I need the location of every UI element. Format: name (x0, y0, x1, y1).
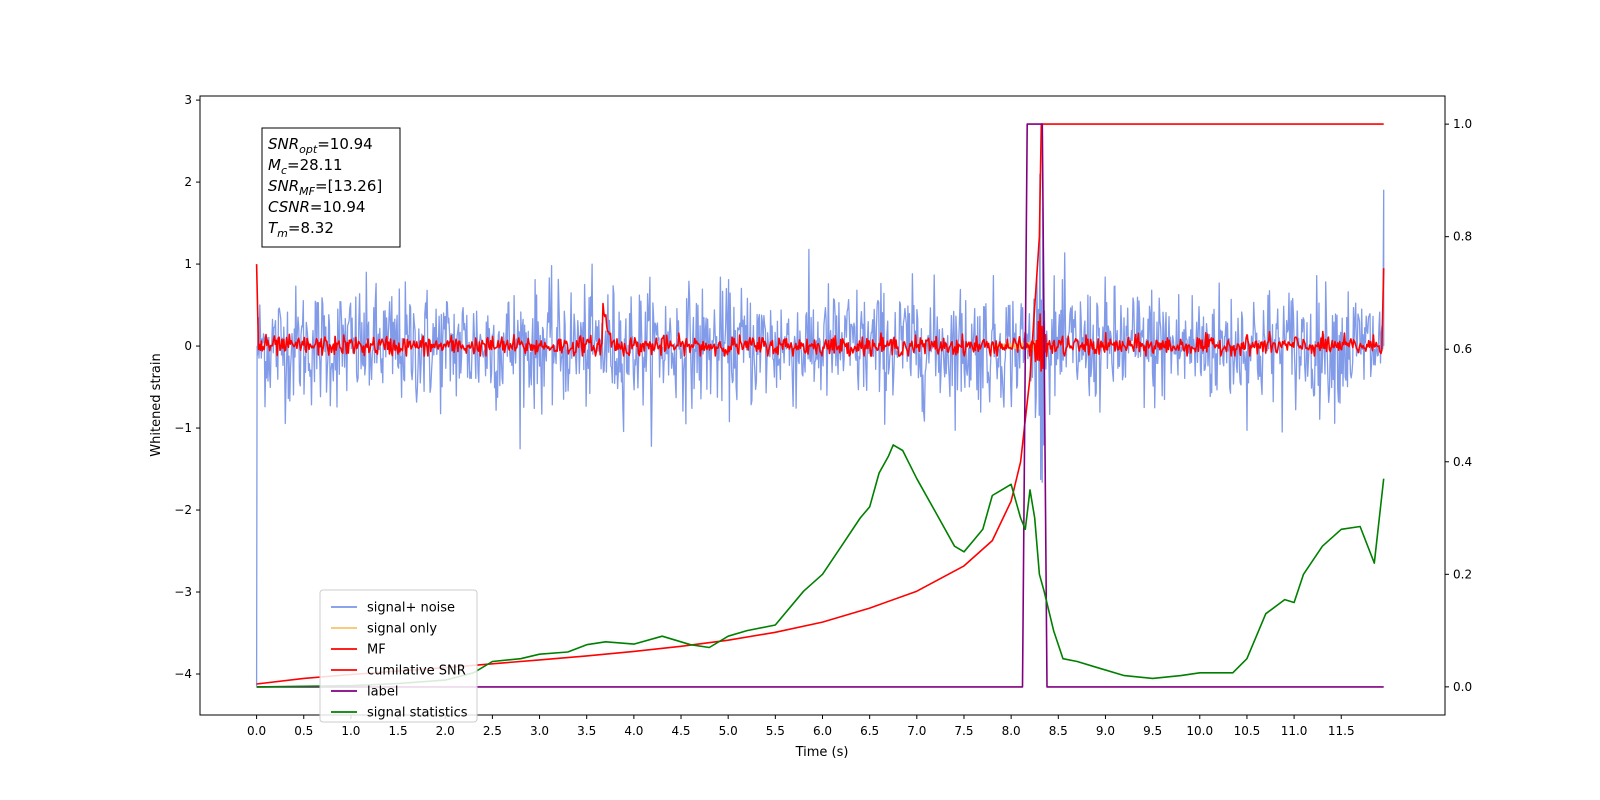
x-axis-label: Time (s) (795, 745, 849, 760)
x-tick-label: 9.5 (1143, 724, 1162, 738)
x-tick-label: 1.5 (389, 724, 408, 738)
y-tick-label: −3 (174, 585, 192, 599)
x-tick-label: 4.0 (624, 724, 643, 738)
y-tick-label: 1 (184, 257, 192, 271)
y-tick-label: −1 (174, 421, 192, 435)
annotation-line: CSNR=10.94 (268, 198, 365, 216)
x-tick-label: 11.5 (1328, 724, 1355, 738)
x-tick-label: 8.0 (1002, 724, 1021, 738)
y2-tick-label: 0.0 (1453, 680, 1472, 694)
signal-noise-line (255, 173, 1385, 687)
x-tick-label: 0.5 (294, 724, 313, 738)
y-tick-label: −4 (174, 667, 192, 681)
x-tick-label: 5.0 (719, 724, 738, 738)
annotation-frame (261, 127, 401, 248)
x-tick-label: 2.5 (483, 724, 502, 738)
x-tick-label: 3.0 (530, 724, 549, 738)
legend-label: signal+ noise (367, 601, 455, 616)
y-axis-ticks: 3 2 1 0 −1 −2 −3 −4 (174, 93, 200, 681)
x-tick-label: 1.0 (341, 724, 360, 738)
y2-axis-ticks: 1.0 0.8 0.6 0.4 0.2 0.0 (1445, 117, 1472, 694)
annotation-box: SNRopt=10.94Mc=28.11SNRMF=[13.26]CSNR=10… (261, 127, 401, 248)
signal-statistics-line (256, 444, 1385, 688)
y2-tick-label: 0.2 (1453, 567, 1472, 581)
legend-label: signal only (367, 622, 437, 637)
mf-line (255, 264, 1385, 372)
legend-label: signal statistics (367, 706, 468, 721)
x-axis-ticks: 0.0 0.5 1.0 1.5 2.0 2.5 3.0 3.5 4.0 4.5 5.0 5.5 6.0 6… (247, 715, 1355, 738)
y2-tick-label: 0.4 (1453, 455, 1472, 469)
x-tick-label: 7.0 (907, 724, 926, 738)
y-tick-label: −2 (174, 503, 192, 517)
x-tick-label: 6.0 (813, 724, 832, 738)
x-tick-label: 10.5 (1234, 724, 1261, 738)
annotation-line: SNRopt=10.94 (268, 135, 373, 156)
y2-tick-label: 0.8 (1453, 230, 1472, 244)
y2-tick-label: 0.6 (1453, 342, 1472, 356)
legend-label: MF (367, 643, 386, 658)
annotation-line: Tm=8.32 (268, 219, 334, 240)
y-tick-label: 0 (184, 339, 192, 353)
legend: signal+ noise signal only MF cumilative SNR… (319, 589, 478, 723)
legend-label: cumilative SNR (367, 664, 466, 679)
annotation-line: Mc=28.11 (268, 156, 343, 177)
label-line (256, 123, 1384, 688)
x-tick-label: 2.0 (436, 724, 455, 738)
y-tick-label: 2 (184, 175, 192, 189)
x-tick-label: 6.5 (860, 724, 879, 738)
x-tick-label: 9.0 (1096, 724, 1115, 738)
x-tick-label: 7.5 (954, 724, 973, 738)
annotation-line: SNRMF=[13.26] (268, 177, 382, 198)
x-tick-label: 3.5 (577, 724, 596, 738)
x-tick-label: 10.0 (1186, 724, 1213, 738)
x-tick-label: 0.0 (247, 724, 266, 738)
x-tick-label: 11.0 (1281, 724, 1308, 738)
x-tick-label: 5.5 (766, 724, 785, 738)
x-tick-label: 8.5 (1049, 724, 1068, 738)
x-tick-label: 4.5 (671, 724, 690, 738)
legend-label: label (367, 685, 398, 700)
y-axis-label: Whitened strain (149, 353, 164, 456)
y2-tick-label: 1.0 (1453, 117, 1472, 131)
legend-frame (319, 589, 478, 723)
y-tick-label: 3 (184, 93, 192, 107)
